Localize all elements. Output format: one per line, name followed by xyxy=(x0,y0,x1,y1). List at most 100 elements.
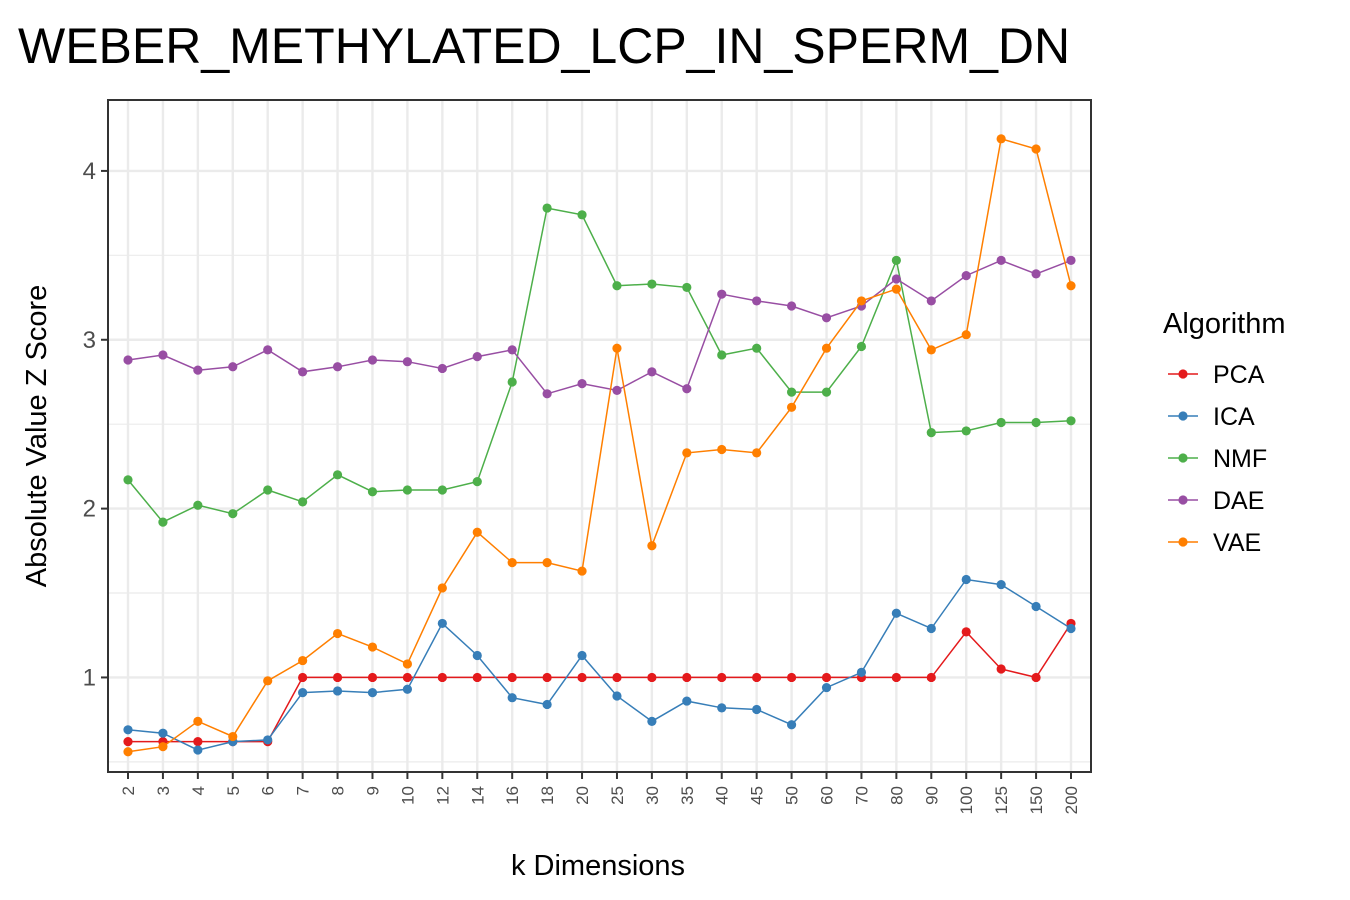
data-point-nmf xyxy=(786,387,797,397)
series-layer xyxy=(123,134,1076,757)
series-line-pca xyxy=(128,622,1072,743)
data-point-ica xyxy=(647,716,657,726)
data-point-ica xyxy=(542,699,552,710)
data-point-pca xyxy=(402,672,413,683)
data-point-pca xyxy=(507,672,517,683)
x-tick-label: 10 xyxy=(398,786,417,805)
data-point-dae xyxy=(542,389,552,399)
data-point-nmf xyxy=(507,377,517,387)
data-point-vae xyxy=(996,134,1006,144)
x-tick-label: 35 xyxy=(678,786,697,805)
data-point-nmf xyxy=(367,487,378,497)
x-tick-label: 30 xyxy=(643,786,662,805)
x-tick-label: 50 xyxy=(783,786,802,805)
data-point-vae xyxy=(228,731,238,742)
y-tick-label: 3 xyxy=(83,327,96,354)
data-point-vae xyxy=(891,284,901,294)
data-point-dae xyxy=(891,274,901,284)
data-point-ica xyxy=(786,720,797,730)
data-point-dae xyxy=(263,345,273,355)
data-point-nmf xyxy=(821,387,832,397)
data-point-dae xyxy=(717,289,727,299)
data-point-pca xyxy=(332,672,343,683)
data-point-dae xyxy=(332,362,343,372)
data-point-ica xyxy=(996,579,1006,590)
data-point-ica xyxy=(1031,601,1041,612)
data-point-dae xyxy=(228,362,238,372)
x-tick-label: 14 xyxy=(468,786,487,805)
data-point-nmf xyxy=(228,509,238,519)
data-point-nmf xyxy=(332,470,343,480)
x-tick-label: 8 xyxy=(329,786,348,795)
data-point-ica xyxy=(158,728,168,738)
data-point-nmf xyxy=(717,350,727,360)
grid-minor xyxy=(108,254,1091,763)
data-point-ica xyxy=(926,623,936,634)
x-tick-label: 12 xyxy=(433,786,452,805)
data-point-vae xyxy=(717,444,727,455)
data-point-nmf xyxy=(647,279,657,289)
y-tick-label: 2 xyxy=(83,496,96,523)
data-point-ica xyxy=(332,686,343,696)
data-point-dae xyxy=(1031,269,1041,279)
data-point-pca xyxy=(717,672,727,683)
y-axis: 1 2 3 4 xyxy=(83,158,108,691)
series-line-ica xyxy=(127,578,1072,751)
data-point-vae xyxy=(647,541,657,551)
y-axis-title: Absolute Value Z Score xyxy=(21,285,53,588)
data-point-pca xyxy=(367,672,378,683)
data-point-pca xyxy=(472,672,482,683)
legend-label-dae: DAE xyxy=(1213,487,1264,515)
data-point-vae xyxy=(437,583,447,593)
data-point-ica xyxy=(402,684,413,694)
x-tick-label: 40 xyxy=(713,786,732,805)
plot-background xyxy=(108,100,1091,772)
x-tick-label: 9 xyxy=(363,786,382,795)
x-tick-label: 20 xyxy=(573,786,592,805)
data-point-vae xyxy=(123,747,133,757)
data-point-pca xyxy=(123,737,133,747)
data-point-dae xyxy=(752,296,762,306)
plot-border xyxy=(107,99,1092,773)
x-tick-label: 90 xyxy=(922,786,941,805)
data-point-ica xyxy=(123,725,133,735)
data-point-nmf xyxy=(472,476,482,487)
data-point-ica xyxy=(437,618,447,629)
x-tick-label: 150 xyxy=(1027,786,1046,814)
data-point-ica xyxy=(367,688,378,698)
data-point-vae xyxy=(367,642,378,652)
series-line-nmf xyxy=(127,207,1072,524)
series-line-dae xyxy=(127,259,1072,395)
x-tick-label: 4 xyxy=(189,786,208,795)
data-point-dae xyxy=(472,352,482,362)
legend-label-vae: VAE xyxy=(1213,529,1261,557)
data-point-ica xyxy=(821,682,832,693)
data-point-vae xyxy=(193,716,203,726)
y-tick-label: 1 xyxy=(83,664,96,691)
data-point-dae xyxy=(926,296,936,306)
data-point-vae xyxy=(786,402,797,412)
data-point-ica xyxy=(856,667,867,677)
data-point-nmf xyxy=(263,485,273,495)
data-point-nmf xyxy=(193,500,203,510)
data-point-pca xyxy=(996,664,1006,674)
data-point-vae xyxy=(682,448,692,458)
data-point-pca xyxy=(1031,672,1041,683)
data-point-pca xyxy=(786,672,797,683)
data-point-pca xyxy=(193,737,203,747)
x-tick-label: 16 xyxy=(503,786,522,805)
chart-title: WEBER_METHYLATED_LCP_IN_SPERM_DN xyxy=(18,18,1070,74)
data-point-nmf xyxy=(996,417,1006,428)
x-tick-label: 45 xyxy=(748,786,767,805)
x-tick-label: 60 xyxy=(818,786,837,805)
data-point-vae xyxy=(1066,281,1076,291)
data-point-nmf xyxy=(402,485,413,495)
legend-point-nmf xyxy=(1178,453,1188,463)
data-point-vae xyxy=(577,566,587,576)
data-point-ica xyxy=(1066,623,1076,634)
data-point-dae xyxy=(193,365,203,375)
data-point-vae xyxy=(402,659,413,669)
data-point-nmf xyxy=(1031,417,1041,428)
data-point-pca xyxy=(542,672,552,683)
